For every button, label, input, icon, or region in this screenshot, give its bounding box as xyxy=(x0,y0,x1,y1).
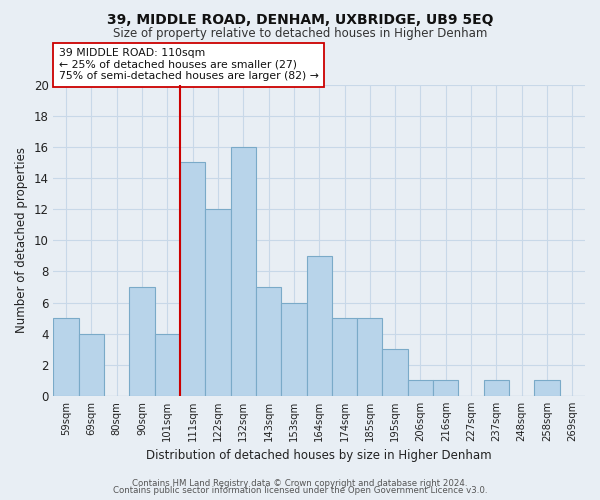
Text: Contains HM Land Registry data © Crown copyright and database right 2024.: Contains HM Land Registry data © Crown c… xyxy=(132,478,468,488)
X-axis label: Distribution of detached houses by size in Higher Denham: Distribution of detached houses by size … xyxy=(146,450,492,462)
Bar xyxy=(256,287,281,396)
Bar xyxy=(53,318,79,396)
Bar xyxy=(230,147,256,396)
Bar xyxy=(307,256,332,396)
Text: 39, MIDDLE ROAD, DENHAM, UXBRIDGE, UB9 5EQ: 39, MIDDLE ROAD, DENHAM, UXBRIDGE, UB9 5… xyxy=(107,12,493,26)
Bar xyxy=(180,162,205,396)
Bar xyxy=(357,318,382,396)
Bar xyxy=(205,209,230,396)
Bar xyxy=(155,334,180,396)
Bar xyxy=(408,380,433,396)
Bar xyxy=(281,302,307,396)
Text: 39 MIDDLE ROAD: 110sqm
← 25% of detached houses are smaller (27)
75% of semi-det: 39 MIDDLE ROAD: 110sqm ← 25% of detached… xyxy=(59,48,319,82)
Bar xyxy=(382,349,408,396)
Text: Contains public sector information licensed under the Open Government Licence v3: Contains public sector information licen… xyxy=(113,486,487,495)
Bar xyxy=(79,334,104,396)
Y-axis label: Number of detached properties: Number of detached properties xyxy=(15,147,28,333)
Bar xyxy=(332,318,357,396)
Bar xyxy=(433,380,458,396)
Bar xyxy=(130,287,155,396)
Bar xyxy=(535,380,560,396)
Bar xyxy=(484,380,509,396)
Text: Size of property relative to detached houses in Higher Denham: Size of property relative to detached ho… xyxy=(113,28,487,40)
